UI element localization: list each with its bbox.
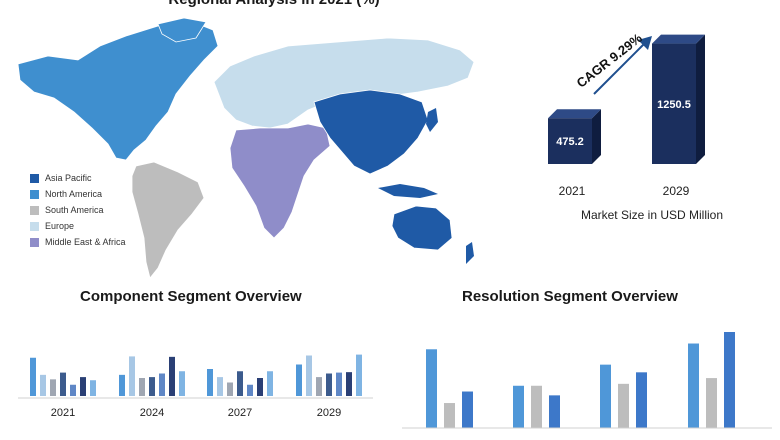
bar [159, 373, 165, 396]
asia-pacific-region [313, 89, 429, 175]
bar [306, 355, 312, 396]
legend-label: Europe [45, 221, 75, 231]
legend-swatch [30, 237, 39, 247]
tick-label: 2024 [140, 407, 164, 419]
bar [179, 371, 185, 396]
legend-label: Middle East & Africa [45, 237, 126, 247]
bar [336, 372, 342, 396]
bar [257, 378, 263, 396]
tick-label: 2021 [559, 184, 586, 198]
bar [531, 385, 542, 428]
component-segment-chart: 2021 2024 2027 2029 [18, 354, 373, 419]
bar [462, 391, 473, 428]
japan-region [426, 108, 438, 132]
legend-item-north-america: North America [30, 186, 170, 202]
bar [217, 377, 223, 396]
bar [80, 377, 86, 396]
legend-label: South America [45, 205, 104, 215]
component-segment-title: Component Segment Overview [80, 288, 302, 305]
bar [40, 374, 46, 396]
australia-region [391, 205, 453, 251]
bar [149, 377, 155, 396]
bar [60, 372, 66, 396]
legend-item-asia-pacific: Asia Pacific [30, 170, 170, 186]
bar [237, 371, 243, 396]
bar [426, 349, 437, 428]
bar [119, 374, 125, 396]
legend-item-middle-east-africa: Middle East & Africa [30, 234, 170, 250]
europe-region [213, 37, 475, 129]
bar [346, 372, 352, 396]
bar [444, 403, 455, 428]
cagr-annotation: CAGR 9.29% [574, 30, 646, 91]
tick-label: 2029 [663, 184, 690, 198]
bar [30, 357, 36, 396]
legend-swatch [30, 205, 39, 215]
resolution-segment-chart [402, 332, 772, 429]
bar [724, 332, 735, 428]
bar [356, 354, 362, 396]
legend-item-south-america: South America [30, 202, 170, 218]
bar [267, 371, 273, 396]
legend-swatch [30, 221, 39, 231]
bar [50, 379, 56, 396]
cagr-arrowhead [638, 36, 652, 50]
legend-swatch [30, 189, 39, 199]
greenland-region [157, 17, 207, 43]
bar [600, 364, 611, 428]
legend-label: Asia Pacific [45, 173, 92, 183]
middle-east-africa-region [229, 123, 331, 239]
bar-top [548, 109, 601, 119]
bar [688, 343, 699, 428]
tick-label: 2021 [51, 407, 75, 419]
bar [706, 378, 717, 428]
bar [618, 383, 629, 428]
bar [139, 378, 145, 396]
cagr-arrow [593, 43, 645, 95]
x-axis-label: Market Size in USD Million [581, 208, 723, 222]
bar [129, 356, 135, 396]
bar-side [696, 34, 705, 164]
tick-label: 2029 [317, 407, 341, 419]
bar [316, 377, 322, 396]
bar [207, 369, 213, 396]
bar [169, 356, 175, 396]
bar [247, 384, 253, 396]
bar [326, 373, 332, 396]
bar [70, 384, 76, 396]
south-america-region [131, 161, 205, 279]
data-label: 475.2 [556, 136, 584, 148]
resolution-segment-title: Resolution Segment Overview [462, 288, 678, 305]
bar-side [592, 109, 601, 164]
legend-item-europe: Europe [30, 218, 170, 234]
map-legend: Asia Pacific North America South America… [30, 170, 170, 250]
legend-label: North America [45, 189, 103, 199]
bar [548, 118, 592, 164]
page-title: Regional Analysis in 2021 (%) [0, 0, 548, 8]
bar [636, 372, 647, 428]
bar [296, 364, 302, 396]
world-map [17, 17, 475, 279]
bar [227, 382, 233, 396]
bar [652, 43, 696, 164]
bar-top [652, 34, 705, 44]
bar [549, 395, 560, 428]
tick-label: 2027 [228, 407, 252, 419]
legend-swatch [30, 173, 39, 183]
bar [513, 385, 524, 428]
north-america-region [17, 23, 219, 161]
bar [90, 380, 96, 396]
data-label: 1250.5 [657, 99, 691, 111]
new-zealand-region [466, 242, 474, 264]
market-size-chart: 475.2 2021 1250.5 2029 Market Size in USD Mi… [548, 30, 723, 222]
indonesia-region [378, 184, 438, 198]
